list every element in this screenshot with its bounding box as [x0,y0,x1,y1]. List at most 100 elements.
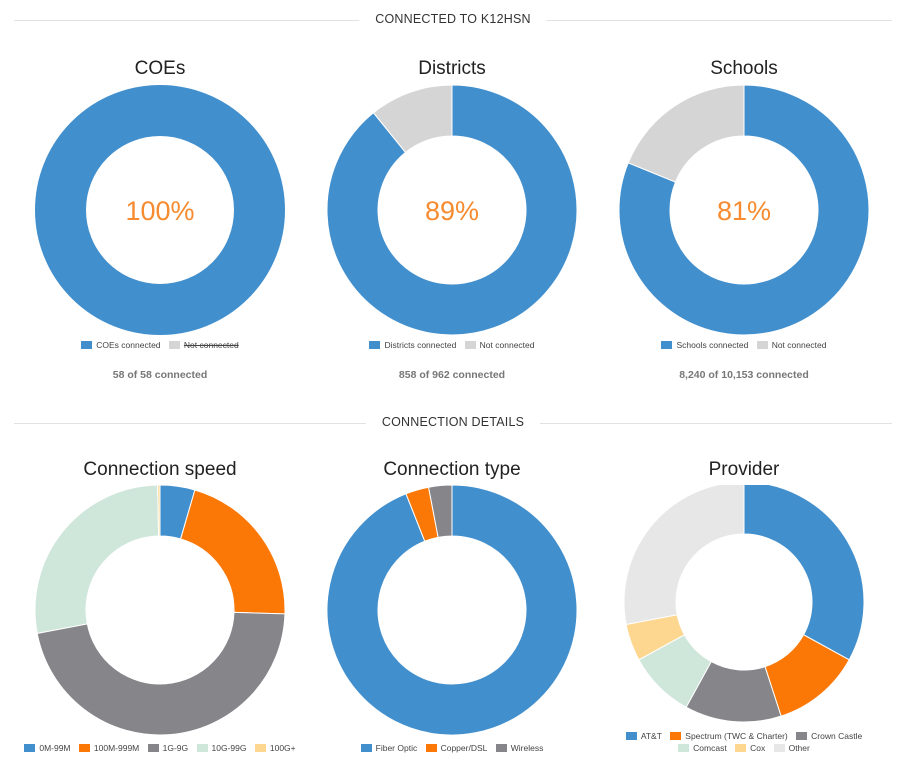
chart-legend: AT&T Spectrum (TWC & Charter) Crown Cast… [598,730,890,754]
legend-label: Schools connected [676,340,749,350]
schools-chart: Schools 81% Schools connected Not connec… [598,55,890,385]
chart-legend: Districts connected Not connected [306,339,598,351]
legend-swatch [369,341,381,349]
type-chart: Connection type Fiber Optic Copper/DSL W… [306,458,598,768]
center-percentage: 89% [425,196,479,226]
legend-swatch [196,744,208,752]
legend-swatch [796,732,808,740]
legend-label: Cox [750,743,766,753]
legend-label: Districts connected [384,340,457,350]
center-percentage: 100% [125,196,194,226]
slice-100g[interactable] [157,485,161,537]
section-header-connected: CONNECTED TO K12HSN [14,10,892,30]
legend-swatch [625,732,637,740]
type-donut [326,485,578,736]
chart-legend: 0M-99M 100M-999M 1G-9G 10G-99G 100G+ [14,742,306,754]
districts-chart: Districts 89% Districts connected Not co… [306,55,598,385]
legend-swatch [254,744,266,752]
legend-item[interactable]: Crown Castle [796,730,862,742]
legend-label: Copper/DSL [440,743,488,753]
legend-item[interactable]: Schools connected [661,339,748,351]
legend-item[interactable]: 100M-999M [78,742,140,754]
legend-item[interactable]: Spectrum (TWC & Charter) [670,730,788,742]
legend-item[interactable]: COEs connected [81,339,161,351]
legend-swatch [78,744,90,752]
slice-districts-connected[interactable] [326,85,578,336]
districts-donut: 89% [326,85,578,336]
legend-label: 100G+ [269,743,296,753]
chart-title: Connection type [383,459,521,480]
schools-donut: 81% [618,85,870,336]
slice-not-connected[interactable] [372,85,453,154]
legend-label: Not connected [183,340,239,350]
connected-count: 8,240 of 10,153 connected [679,369,809,381]
slice-coes-connected[interactable] [35,85,285,335]
legend-row: AT&T Spectrum (TWC & Charter) Crown Cast… [598,730,890,742]
legend-item[interactable]: 10G-99G [196,742,247,754]
legend-item[interactable]: Copper/DSL [425,742,488,754]
legend-swatch [735,744,747,752]
provider-donut [623,485,865,723]
slice-100m-999m[interactable] [180,489,286,615]
slice-wireless[interactable] [427,485,453,538]
slice-1g-9g[interactable] [36,611,286,736]
slice-not-connected[interactable] [627,85,745,183]
legend-swatch [495,744,507,752]
legend-label: Comcast [693,743,727,753]
legend-item[interactable]: Cox [735,742,765,754]
legend-swatch [425,744,437,752]
slice-schools-connected[interactable] [618,85,870,336]
legend-label: 1G-9G [162,743,189,753]
legend-item[interactable]: Not connected [756,339,827,351]
legend-swatch [24,744,36,752]
legend-item[interactable]: Other [773,742,810,754]
legend-swatch [168,341,180,349]
center-percentage: 81% [717,196,771,226]
coes-donut: 100% [35,85,285,335]
legend-swatch [147,744,159,752]
chart-title: Provider [708,459,780,480]
legend-item[interactable]: Wireless [495,742,544,754]
legend-item[interactable]: 100G+ [254,742,296,754]
chart-legend: COEs connected Not connected [14,339,306,351]
speed-chart: Connection speed 0M-99M 100M-999M 1G-9G … [14,458,306,768]
legend-label: 10G-99G [211,743,247,753]
legend-item[interactable]: AT&T [625,730,662,742]
chart-legend: Fiber Optic Copper/DSL Wireless [306,742,598,754]
chart-title: Districts [418,58,486,79]
section-title: CONNECTION DETAILS [365,415,541,429]
slice-fiber-optic[interactable] [326,485,578,736]
legend-item[interactable]: Comcast [678,742,727,754]
legend-label: AT&T [640,731,662,741]
slice-other[interactable] [623,485,745,626]
legend-label: COEs connected [96,340,161,350]
chart-legend: Schools connected Not connected [598,339,890,351]
legend-label: 0M-99M [39,743,71,753]
connected-count: 858 of 962 connected [398,369,506,381]
legend-label: 100M-999M [93,743,140,753]
legend-label: Not connected [479,340,535,350]
legend-item[interactable]: Districts connected [369,339,456,351]
coes-chart: COEs 100% COEs connected Not connected 5… [14,55,306,385]
slice-10g-99g[interactable] [34,485,160,635]
legend-swatch [661,341,673,349]
legend-swatch [81,341,93,349]
legend-item[interactable]: Not connected [464,339,535,351]
speed-donut [34,485,286,736]
legend-item[interactable]: Not connected [168,339,239,351]
chart-title: COEs [134,58,186,79]
section-title: CONNECTED TO K12HSN [359,12,547,26]
legend-label: Wireless [510,743,544,753]
slice-at-t[interactable] [743,485,865,661]
legend-label: Other [788,743,810,753]
legend-item[interactable]: 0M-99M [24,742,71,754]
legend-label: Not connected [771,340,827,350]
legend-row: Comcast Cox Other [598,742,890,754]
legend-swatch [670,732,682,740]
legend-swatch [678,744,690,752]
chart-title: Connection speed [83,459,237,480]
legend-item[interactable]: Fiber Optic [360,742,417,754]
legend-swatch [360,744,372,752]
legend-item[interactable]: 1G-9G [147,742,189,754]
connected-count: 58 of 58 connected [112,369,208,381]
